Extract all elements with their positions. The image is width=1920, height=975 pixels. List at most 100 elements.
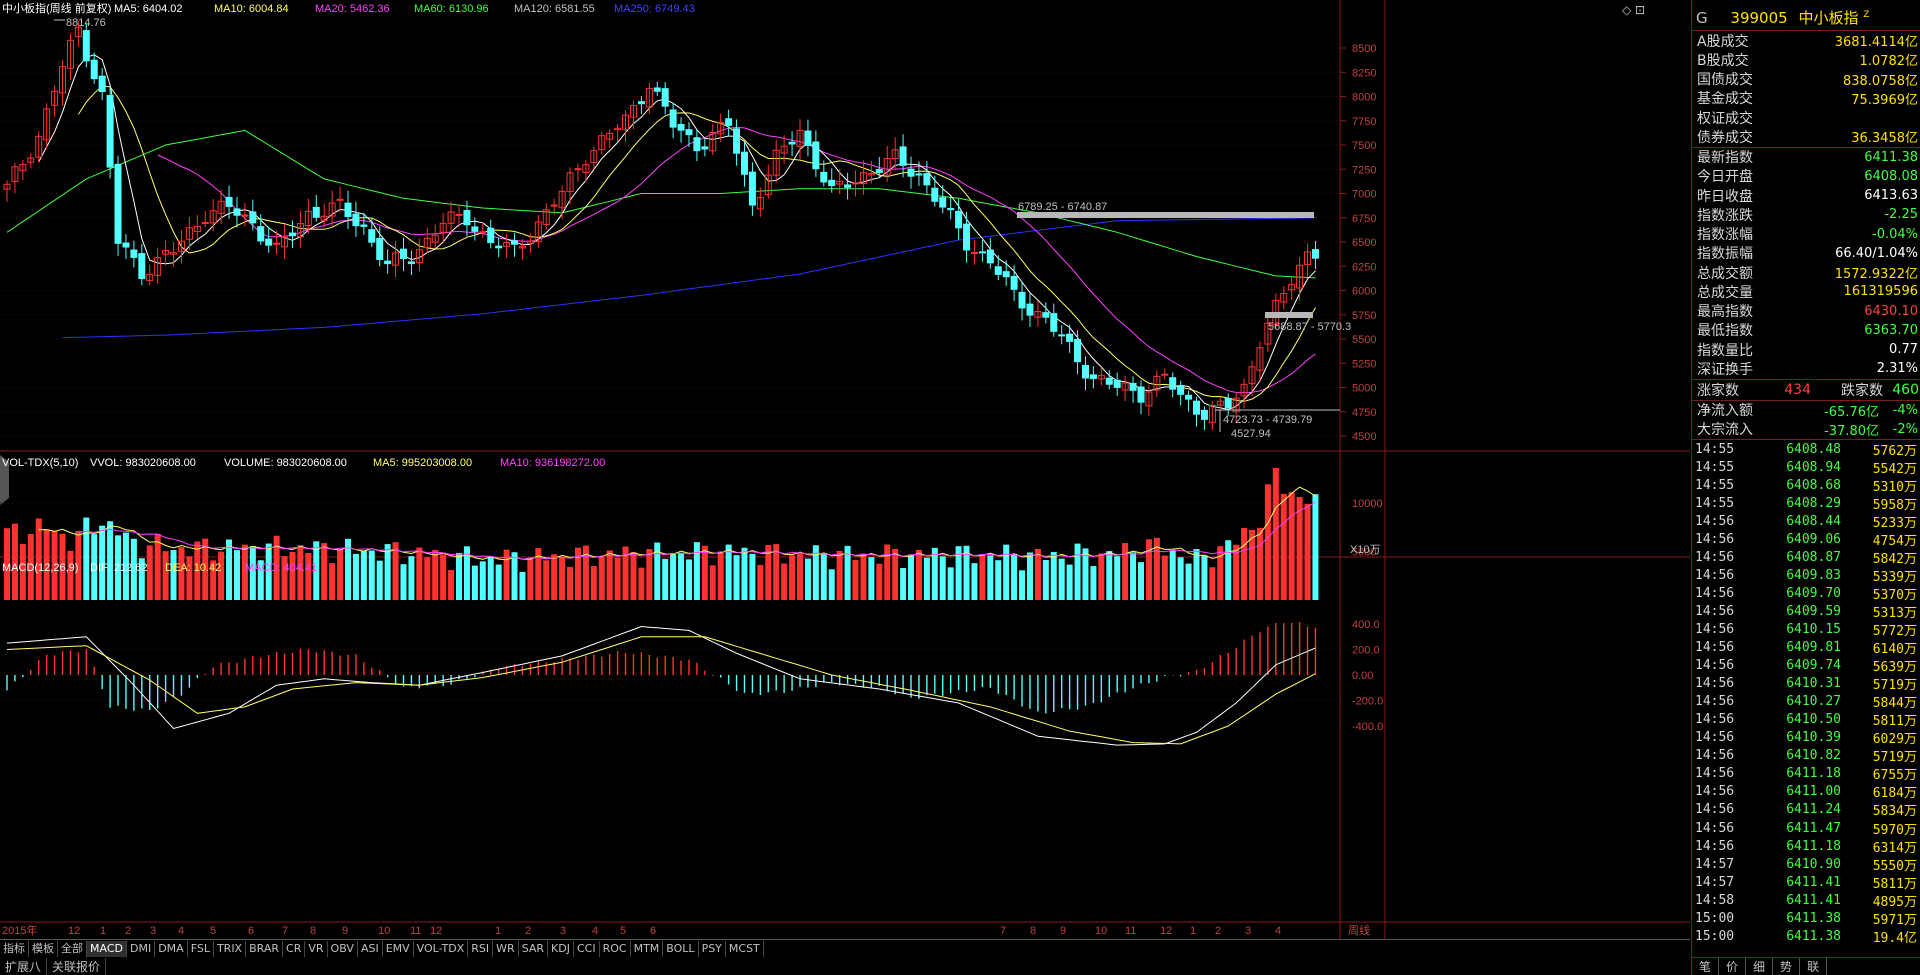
indicator-tab[interactable]: WR <box>493 941 519 957</box>
volume-bar <box>233 550 240 600</box>
volume-bar <box>1241 527 1248 600</box>
indicator-tab[interactable]: KDJ <box>548 941 574 957</box>
row-value: 838.0758亿 <box>1842 73 1918 89</box>
tick-row: 14:55 6408.68 5310万 <box>1692 476 1920 495</box>
volume-bar <box>4 528 10 600</box>
volume-bar <box>400 564 407 600</box>
tick-time: 14:56 <box>1695 585 1735 601</box>
indicator-tab[interactable]: ROC <box>600 941 631 957</box>
indicator-tab[interactable]: BOLL <box>663 941 699 957</box>
indicator-tab[interactable]: 全部 <box>58 941 87 957</box>
panel-tab[interactable]: 联 <box>1800 958 1828 975</box>
indicator-tab[interactable]: FSL <box>188 941 214 957</box>
candle-body <box>59 66 67 94</box>
indicator-tab[interactable]: MCST <box>726 941 764 957</box>
indicator-tab[interactable]: CR <box>283 941 306 957</box>
row-label: 今日开盘 <box>1697 169 1753 186</box>
volume-bar <box>416 547 423 600</box>
range-markers <box>54 19 1340 432</box>
quote-row: 指数量比 0.77 <box>1692 340 1920 359</box>
tick-price: 6409.06 <box>1786 531 1841 547</box>
candle-body <box>518 246 526 249</box>
indicator-tab[interactable]: DMI <box>127 941 156 957</box>
candle-body <box>669 109 677 128</box>
indicator-tab[interactable]: 指标 <box>0 941 29 957</box>
fund-flows: 净流入额 -65.76亿 -4% 大宗流入 -37.80亿 -2% <box>1692 401 1920 440</box>
tick-list[interactable]: 14:55 6408.48 5762万 14:55 6408.94 5542万 14:55 6… <box>1692 439 1920 946</box>
tick-time: 14:56 <box>1695 802 1735 818</box>
time-axis-label: 2 <box>525 925 531 937</box>
tick-amount: 6755万 <box>1872 768 1917 784</box>
panel-tab[interactable]: 势 <box>1773 958 1801 975</box>
indicator-tab[interactable]: BRAR <box>246 941 284 957</box>
down-count: 460 <box>1892 381 1919 398</box>
candle-body <box>923 173 931 186</box>
bottom-tab[interactable]: 关联报价 <box>47 958 107 975</box>
indicator-tab[interactable]: PSY <box>699 941 726 957</box>
tick-row: 15:00 6411.38 19.4亿 <box>1692 927 1920 946</box>
candle-body <box>725 118 733 126</box>
volume-bar <box>43 529 50 600</box>
vol-volume: VOLUME: 983020608.00 <box>224 457 347 469</box>
volume-bar <box>91 534 98 600</box>
indicator-tab[interactable]: RSI <box>468 941 494 957</box>
panel-tab[interactable]: 价 <box>1719 958 1747 975</box>
volume-bar <box>678 552 685 600</box>
tick-amount: 5639万 <box>1872 660 1917 676</box>
flow-row: 大宗流入 -37.80亿 -2% <box>1692 420 1920 439</box>
candle-body <box>193 225 201 233</box>
candle-body <box>162 250 170 255</box>
tick-price: 6411.41 <box>1786 892 1841 908</box>
candle-body <box>963 223 971 251</box>
indicator-tab[interactable]: MACD <box>87 941 127 957</box>
candles[interactable] <box>3 20 1319 430</box>
bottom-tabs: 扩展八 关联报价 <box>0 958 1690 975</box>
volume-bar <box>709 565 716 600</box>
indicator-tab[interactable]: OBV <box>328 941 358 957</box>
panel-tab[interactable]: 细 <box>1746 958 1774 975</box>
stat-row: 债券成交 36.3458亿 <box>1692 127 1920 147</box>
indicator-tab[interactable]: DMA <box>155 941 188 957</box>
tick-row: 14:57 6411.41 5811万 <box>1692 873 1920 892</box>
restore-icon[interactable]: ◇ <box>1622 3 1632 17</box>
volume-bar <box>654 542 661 600</box>
close-icon[interactable]: ⊡ <box>1635 3 1645 17</box>
price-tick-label: 8500 <box>1352 43 1376 55</box>
candle-body <box>622 114 630 131</box>
indicator-tab[interactable]: TRIX <box>214 941 247 957</box>
candle-body <box>756 197 764 210</box>
candle-body <box>1240 383 1248 397</box>
price-tick-label: 4500 <box>1352 431 1376 443</box>
market-stats: A股成交 3681.4114亿 B股成交 1.0782亿 国债成交 838.0758亿 基金… <box>1692 31 1920 147</box>
indicator-tab[interactable]: SAR <box>519 941 549 957</box>
indicator-tab[interactable]: VOL-TDX <box>414 941 469 957</box>
candle-body <box>867 172 875 176</box>
candle-body <box>392 252 400 266</box>
bottom-tab[interactable]: 扩展八 <box>0 958 48 975</box>
indicator-tab[interactable]: ASI <box>358 941 383 957</box>
indicator-tab[interactable]: CCI <box>574 941 600 957</box>
indicator-tab[interactable]: MTM <box>631 941 664 957</box>
candle-body <box>384 260 392 265</box>
volume-bar <box>852 560 859 600</box>
volume-bar <box>1169 550 1176 600</box>
panel-tab[interactable]: 笔 <box>1692 958 1720 975</box>
volume-bar <box>344 538 351 600</box>
volume-bar <box>321 543 328 600</box>
indicator-tab[interactable]: VR <box>305 941 328 957</box>
time-axis-label: 9 <box>1060 925 1066 937</box>
candle-body <box>939 197 947 208</box>
indicator-tab[interactable]: 模板 <box>29 941 58 957</box>
candle-body <box>74 26 82 38</box>
time-axis-label: 4 <box>178 925 184 937</box>
kline-chart[interactable]: 4500475050005250550057506000625065006750… <box>0 0 1690 975</box>
row-label: 最低指数 <box>1697 323 1753 340</box>
volume-bar <box>662 558 669 600</box>
collapse-arrow-icon[interactable] <box>0 455 9 505</box>
volume-bar <box>313 541 320 600</box>
candle-body <box>281 236 289 248</box>
down-label: 跌家数 <box>1841 382 1883 399</box>
volume-bar <box>1011 553 1018 600</box>
indicator-tab[interactable]: EMV <box>383 941 414 957</box>
candle-body <box>606 132 614 140</box>
